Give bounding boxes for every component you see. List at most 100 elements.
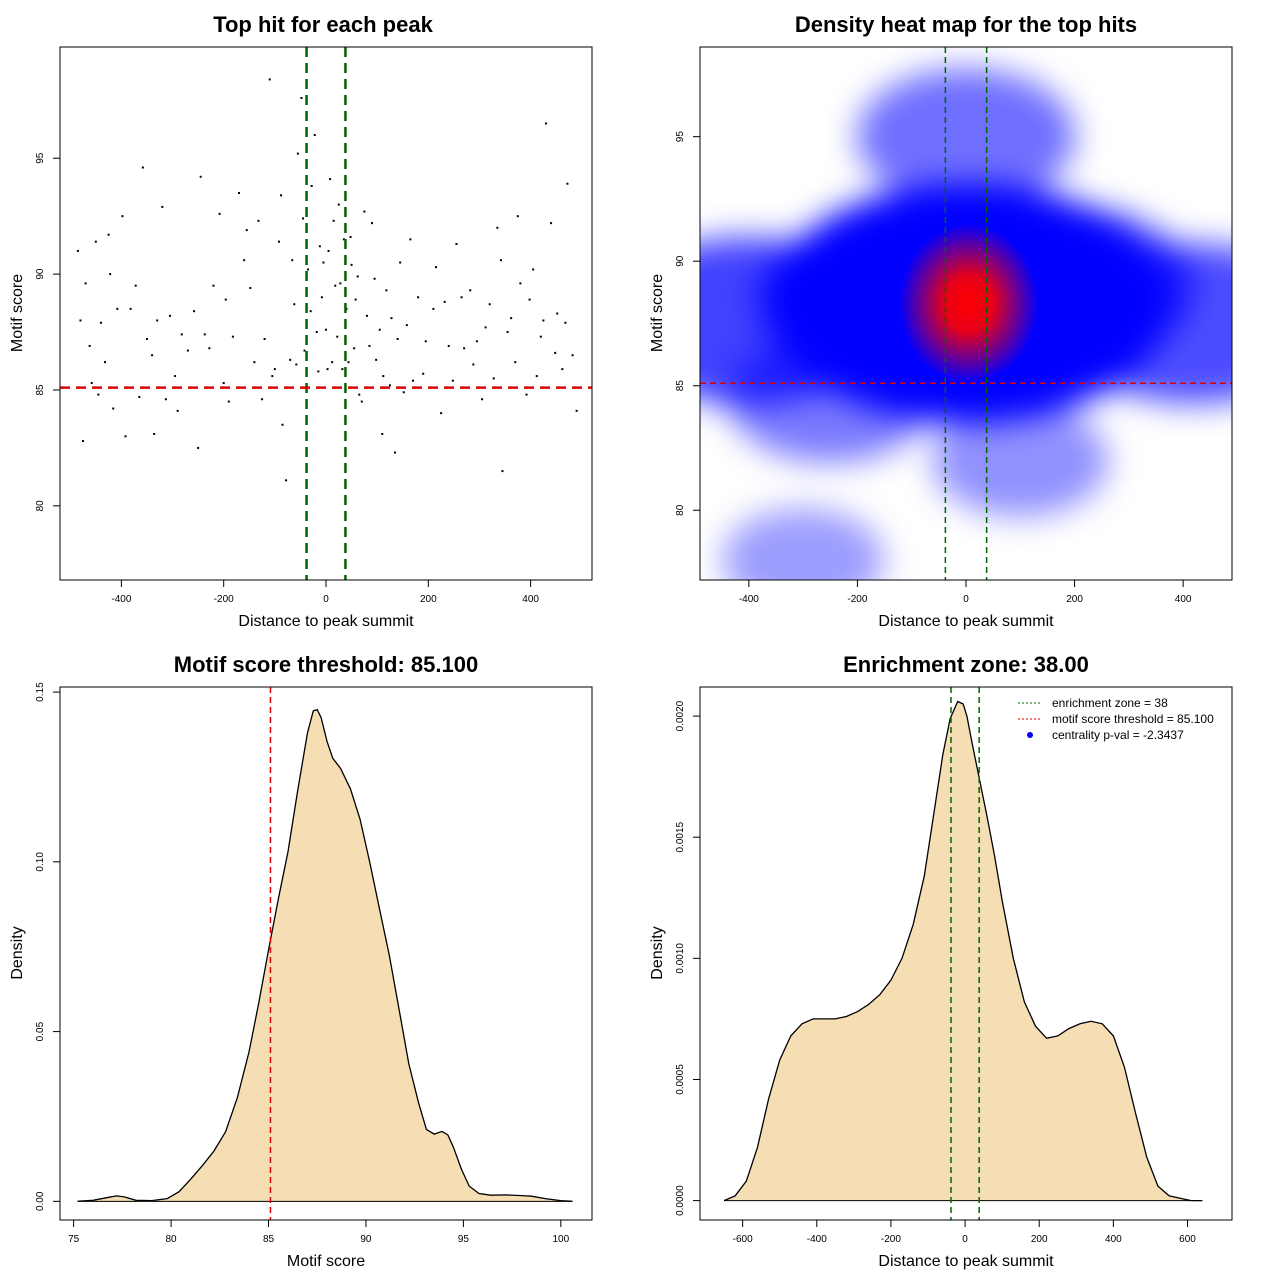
x-tick-label: 600 bbox=[1179, 1234, 1196, 1245]
scatter-point bbox=[571, 354, 574, 357]
panel-scatter-title: Top hit for each peak bbox=[213, 12, 433, 37]
legend: enrichment zone = 38 motif score thresho… bbox=[1018, 696, 1214, 742]
scatter-point bbox=[443, 300, 446, 303]
scatter-point bbox=[124, 435, 127, 438]
panel-scatter-y-axis: 80 85 90 95 bbox=[35, 152, 60, 511]
scatter-point bbox=[394, 451, 397, 454]
scatter-point bbox=[542, 319, 545, 322]
panel-distance-density-ylabel: Density bbox=[649, 926, 666, 979]
y-tick-label: 85 bbox=[35, 384, 46, 396]
panel-heatmap-ylabel: Motif score bbox=[649, 274, 666, 352]
scatter-point bbox=[488, 303, 491, 306]
scatter-point bbox=[575, 409, 578, 412]
scatter-point bbox=[422, 372, 425, 375]
scatter-point bbox=[129, 307, 132, 310]
x-tick-label: 400 bbox=[1175, 594, 1192, 605]
scatter-point bbox=[329, 178, 332, 181]
density-area bbox=[724, 701, 1203, 1201]
scatter-point bbox=[315, 331, 318, 334]
scatter-point bbox=[281, 423, 284, 426]
scatter-point bbox=[566, 182, 569, 185]
scatter-point bbox=[373, 277, 376, 280]
scatter-point bbox=[385, 289, 388, 292]
y-tick-label: 0.05 bbox=[35, 1021, 46, 1041]
scatter-point bbox=[268, 78, 271, 81]
x-tick-label: -600 bbox=[733, 1234, 753, 1245]
scatter-point bbox=[460, 296, 463, 299]
scatter-point bbox=[313, 134, 316, 137]
scatter-point bbox=[245, 229, 248, 232]
scatter-point bbox=[399, 261, 402, 264]
scatter-point bbox=[481, 398, 484, 401]
scatter-point bbox=[277, 240, 280, 243]
scatter-point bbox=[544, 122, 547, 125]
scatter-point bbox=[382, 375, 385, 378]
scatter-point bbox=[156, 319, 159, 322]
scatter-point bbox=[176, 409, 179, 412]
panel-scatter-x-axis: -400 -200 0 200 400 bbox=[111, 580, 539, 605]
scatter-point bbox=[368, 344, 371, 347]
y-tick-label: 80 bbox=[35, 500, 46, 512]
scatter-point bbox=[336, 335, 339, 338]
scatter-point bbox=[417, 296, 420, 299]
panel-distance-density-x-axis: -600 -400 -200 0 200 400 600 bbox=[733, 1220, 1196, 1245]
scatter-point bbox=[263, 337, 266, 340]
panel-distance-density-title: Enrichment zone: 38.00 bbox=[843, 652, 1089, 677]
panel-heatmap: Density heat map for the top hits -400 -2… bbox=[649, 12, 1233, 630]
scatter-point bbox=[516, 215, 519, 218]
panel-score-density-frame bbox=[59, 686, 593, 1221]
scatter-point bbox=[289, 358, 292, 361]
scatter-point bbox=[320, 296, 323, 299]
x-tick-label: 90 bbox=[360, 1234, 372, 1245]
scatter-point bbox=[180, 333, 183, 336]
scatter-point bbox=[492, 377, 495, 380]
panel-scatter-xlabel: Distance to peak summit bbox=[238, 613, 414, 630]
scatter-point bbox=[82, 439, 85, 442]
scatter-point bbox=[519, 282, 522, 285]
y-tick-label: 0.0010 bbox=[675, 943, 686, 974]
scatter-point bbox=[174, 375, 177, 378]
legend-label-score-threshold: motif score threshold = 85.100 bbox=[1052, 712, 1214, 726]
scatter-point bbox=[484, 326, 487, 329]
scatter-point bbox=[84, 282, 87, 285]
scatter-point bbox=[212, 284, 215, 287]
x-tick-label: 400 bbox=[522, 594, 539, 605]
x-tick-label: -200 bbox=[847, 594, 867, 605]
scatter-point bbox=[388, 384, 391, 387]
panel-heatmap-plot bbox=[700, 47, 1232, 580]
scatter-point bbox=[309, 310, 312, 313]
y-tick-label: 85 bbox=[675, 380, 686, 392]
scatter-point bbox=[318, 245, 321, 248]
scatter-point bbox=[539, 335, 542, 338]
scatter-point bbox=[472, 363, 475, 366]
scatter-point bbox=[186, 349, 189, 352]
scatter-point bbox=[561, 368, 564, 371]
scatter-point bbox=[356, 275, 359, 278]
scatter-point bbox=[510, 317, 513, 320]
scatter-point bbox=[409, 238, 412, 241]
panel-heatmap-title: Density heat map for the top hits bbox=[795, 12, 1137, 37]
scatter-point bbox=[528, 298, 531, 301]
panel-score-density-title: Motif score threshold: 85.100 bbox=[174, 652, 478, 677]
scatter-point bbox=[411, 379, 414, 382]
scatter-point bbox=[378, 328, 381, 331]
x-tick-label: 100 bbox=[552, 1234, 569, 1245]
scatter-point bbox=[88, 344, 91, 347]
y-tick-label: 0.0020 bbox=[675, 700, 686, 731]
scatter-point bbox=[326, 368, 329, 371]
panel-distance-density-xlabel: Distance to peak summit bbox=[878, 1253, 1054, 1270]
y-tick-label: 0.10 bbox=[35, 852, 46, 872]
scatter-point bbox=[109, 273, 112, 276]
scatter-point bbox=[506, 331, 509, 334]
scatter-point bbox=[295, 363, 298, 366]
y-tick-label: 0.00 bbox=[35, 1191, 46, 1211]
scatter-point bbox=[301, 217, 304, 220]
panel-scatter-ylabel: Motif score bbox=[9, 274, 26, 352]
scatter-point bbox=[253, 361, 256, 364]
panel-score-density-x-axis: 75 80 85 90 95 100 bbox=[68, 1220, 570, 1245]
scatter-point bbox=[141, 166, 144, 169]
scatter-point bbox=[475, 340, 478, 343]
scatter-point bbox=[434, 266, 437, 269]
panel-score-density-ylabel: Density bbox=[9, 926, 26, 979]
panel-heatmap-hotspot bbox=[898, 223, 1039, 384]
